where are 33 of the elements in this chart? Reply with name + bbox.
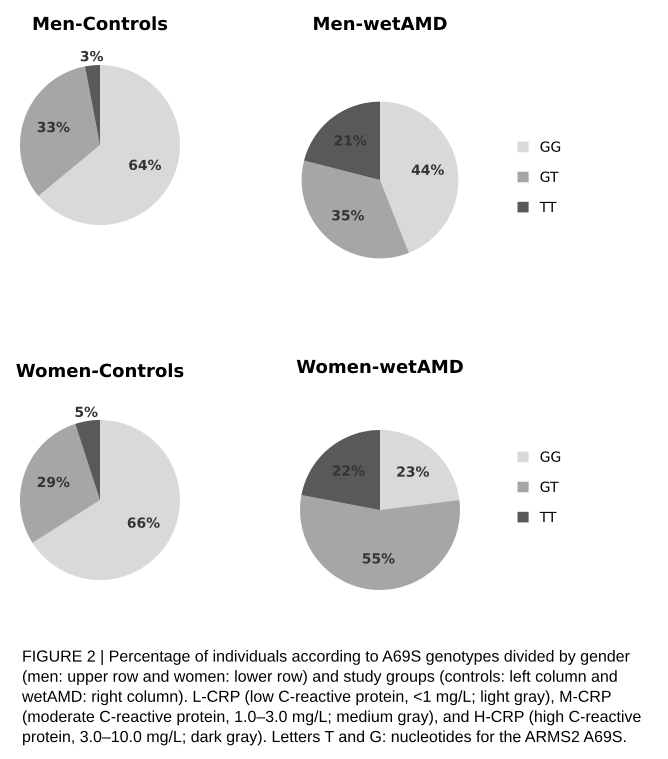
data-label: 23% — [397, 466, 429, 477]
data-label: 66% — [128, 517, 160, 528]
pie-slice — [302, 160, 409, 258]
pie-slice — [380, 102, 458, 253]
legend-label: TT — [540, 512, 556, 522]
chart-title: Women-wetAMD — [296, 360, 463, 374]
pie-slice — [20, 424, 100, 543]
pie-slice — [301, 430, 380, 510]
legend-label: GG — [540, 141, 560, 152]
data-label: 35% — [332, 210, 364, 220]
pie-slice — [300, 495, 460, 590]
data-label: 33% — [38, 122, 70, 132]
data-label: 5% — [76, 406, 98, 418]
legend-label: GT — [540, 172, 559, 182]
pie-slice — [380, 430, 460, 510]
data-label: 29% — [38, 476, 70, 488]
data-label: 64% — [129, 160, 162, 170]
legend-label: TT — [540, 202, 556, 212]
legend-label: GT — [540, 482, 559, 492]
data-label: 55% — [362, 553, 395, 564]
data-label: 3% — [80, 50, 104, 62]
caption: FIGURE 2 | Percentage of individuals according to A69S genotypes divided by gender (men: upper row and women: lower row) and study groups (controls: left column and wetAMD: right column). L-CRP (low C-reactive protein, <1 mg/L; light gray), M-CRP (moderate C-reactive protein, 1.0–3.0 mg/L; medium gray), and H-CRP (high C-reactive protein, 3.0–10.0 mg/L; dark gray). Letters T and G: nucleotides for the ARMS2 A69S. — [22, 650, 641, 746]
pie-slice — [32, 420, 180, 580]
pie-slice — [304, 102, 380, 180]
pie-slice — [85, 65, 100, 145]
pie-slice — [38, 65, 180, 225]
data-label: 44% — [412, 164, 444, 175]
chart-title: Women-Controls — [16, 363, 184, 378]
pie-slice — [20, 66, 100, 196]
chart-title: Men-wetAMD — [314, 16, 447, 30]
pie-slice — [75, 420, 100, 500]
chart-title: Men-Controls — [34, 16, 168, 30]
legend-label: GG — [540, 451, 560, 462]
